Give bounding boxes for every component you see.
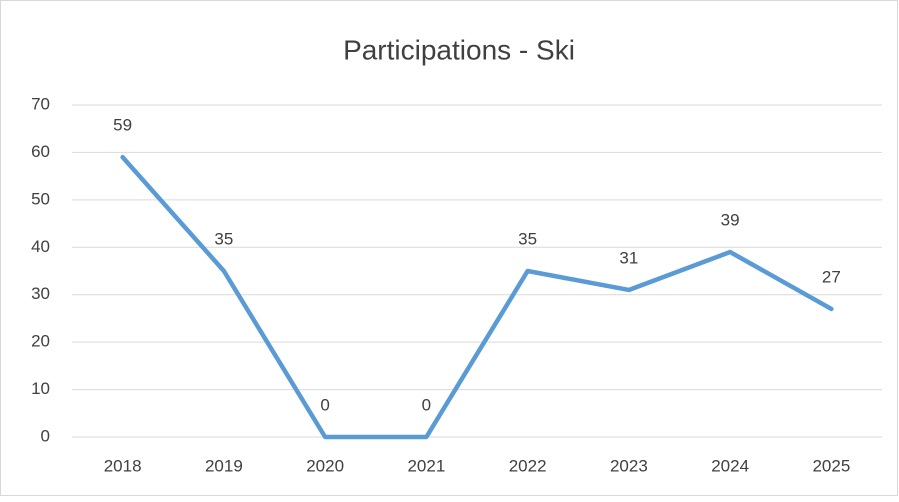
y-tick-label: 20 (31, 332, 50, 351)
data-label: 59 (113, 116, 132, 135)
x-tick-label: 2023 (610, 456, 648, 475)
x-tick-label: 2018 (104, 456, 142, 475)
data-label: 35 (518, 229, 537, 248)
data-label: 0 (422, 395, 431, 414)
y-tick-label: 30 (31, 284, 50, 303)
data-label: 27 (822, 267, 841, 286)
y-tick-label: 40 (31, 237, 50, 256)
x-tick-label: 2021 (407, 456, 445, 475)
data-label: 0 (320, 395, 329, 414)
line (120, 154, 834, 440)
y-tick-label: 10 (31, 379, 50, 398)
data-label: 39 (721, 211, 740, 230)
x-tick-label: 2025 (812, 456, 850, 475)
y-tick-label: 70 (31, 94, 50, 113)
x-tick-label: 2022 (509, 456, 547, 475)
x-tick-label: 2024 (711, 456, 749, 475)
data-label: 31 (619, 248, 638, 267)
chart-title: Participations - Ski (343, 34, 575, 65)
y-tick-label: 0 (41, 426, 50, 445)
x-tick-label: 2019 (205, 456, 243, 475)
data-label: 35 (214, 229, 233, 248)
x-tick-label: 2020 (306, 456, 344, 475)
y-tick-label: 60 (31, 142, 50, 161)
y-tick-label: 50 (31, 189, 50, 208)
